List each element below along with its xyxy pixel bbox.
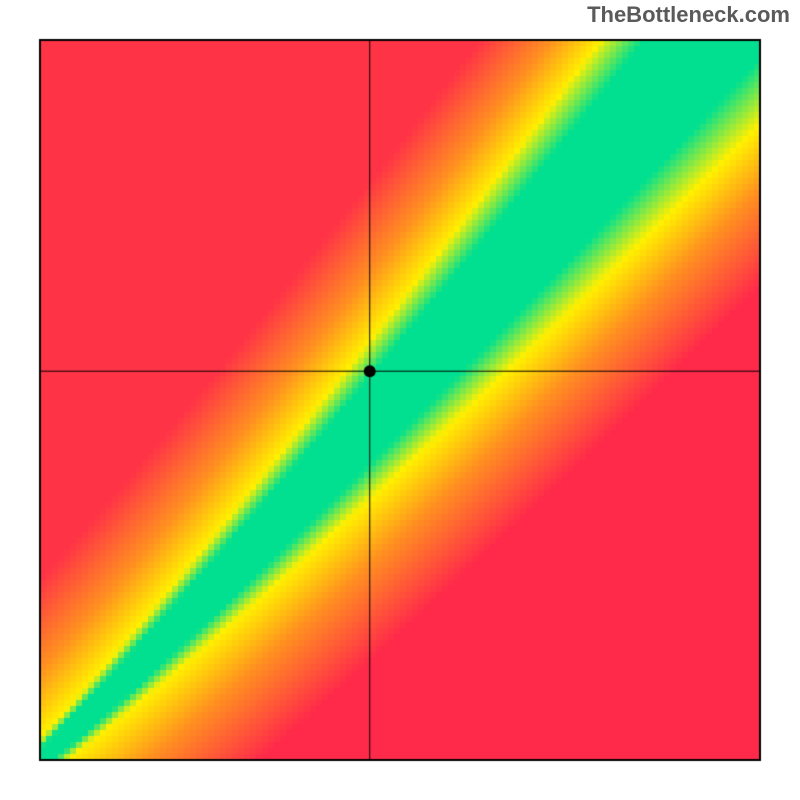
chart-container: TheBottleneck.com	[0, 0, 800, 800]
heatmap-canvas	[0, 0, 800, 800]
watermark-text: TheBottleneck.com	[587, 2, 790, 28]
